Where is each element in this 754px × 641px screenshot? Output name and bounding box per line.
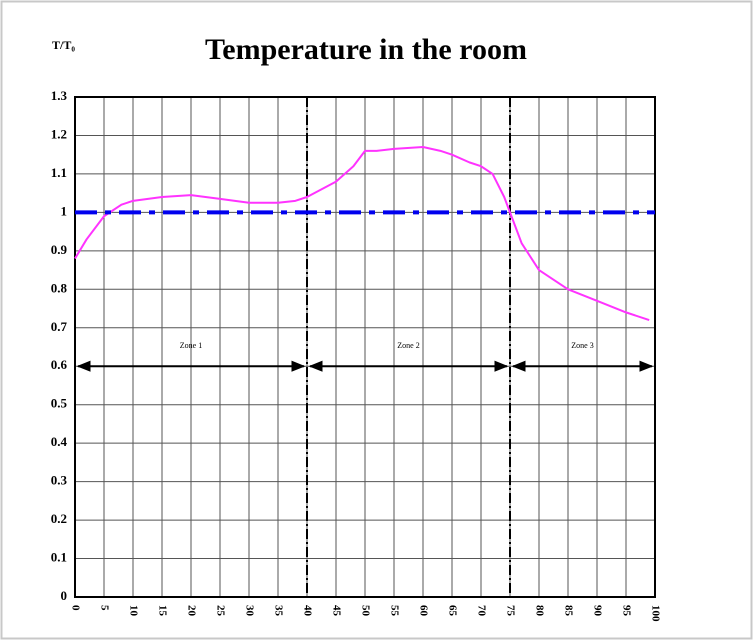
x-tick-label: 20 (185, 605, 197, 617)
chart-title: Temperature in the room (205, 33, 527, 66)
x-tick-label: 85 (562, 605, 574, 617)
x-tick-label: 45 (330, 605, 342, 617)
y-tick-label: 0.1 (51, 550, 67, 565)
y-tick-label: 0.9 (51, 242, 68, 257)
x-tick-label: 30 (243, 605, 255, 617)
y-tick-label: 0 (61, 588, 68, 603)
plot-border (74, 96, 656, 598)
x-tick-label: 35 (272, 605, 284, 617)
x-tick-label: 50 (359, 605, 371, 617)
x-tick-label: 0 (69, 605, 81, 611)
x-tick-label: 40 (301, 605, 313, 617)
x-tick-label: 80 (533, 605, 545, 617)
x-tick-label: 25 (214, 605, 226, 617)
series-line (74, 146, 650, 322)
y-tick-label: 1.1 (51, 165, 67, 180)
y-tick-label: 0.2 (51, 511, 67, 526)
y-tick-label: 0.5 (51, 396, 68, 411)
x-tick-label: 70 (475, 605, 487, 617)
y-tick-label: 1.2 (51, 126, 67, 141)
y-axis-label: T/T₀ (52, 38, 75, 52)
y-tick-label: 1 (61, 203, 68, 218)
x-tick-label: 95 (620, 605, 632, 617)
y-tick-label: 0.7 (51, 319, 68, 334)
zone-label: Zone 1 (180, 341, 202, 350)
x-tick-label: 100 (649, 605, 661, 622)
x-tick-label: 60 (417, 605, 429, 617)
x-tick-label: 55 (388, 605, 400, 617)
zone-label: Zone 2 (397, 341, 419, 350)
y-tick-label: 0.6 (51, 357, 68, 372)
y-tick-label: 0.8 (51, 280, 68, 295)
x-tick-label: 75 (504, 605, 516, 617)
x-tick-label: 65 (446, 605, 458, 617)
x-tick-label: 10 (127, 605, 139, 617)
y-tick-label: 1.3 (51, 88, 68, 103)
zone-label: Zone 3 (571, 341, 593, 350)
x-tick-label: 15 (156, 605, 168, 617)
x-tick-label: 90 (591, 605, 603, 617)
x-tick-label: 5 (98, 605, 110, 611)
y-tick-label: 0.4 (51, 434, 68, 449)
y-tick-label: 0.3 (51, 473, 68, 488)
